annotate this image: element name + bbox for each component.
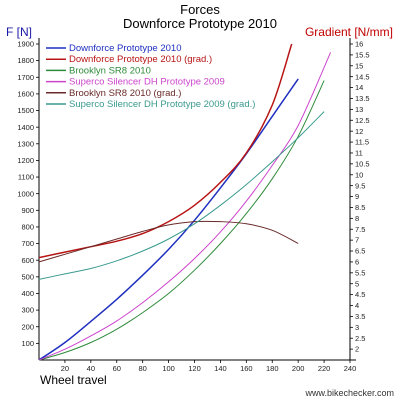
- right-tick-label: 10.5: [355, 159, 370, 168]
- left-tick-label: 1400: [17, 123, 34, 132]
- right-tick-label: 13: [355, 105, 363, 114]
- x-tick-label: 180: [266, 364, 279, 373]
- series-line-1: [38, 78, 299, 361]
- left-tick-label: 400: [21, 289, 34, 298]
- series-lines: [38, 43, 332, 361]
- right-tick-label: 11: [355, 149, 363, 158]
- right-tick-label: 5.5: [355, 268, 365, 277]
- series-line-4: [38, 52, 332, 361]
- left-tick-label: 900: [21, 206, 34, 215]
- x-tick-label: 220: [318, 364, 331, 373]
- left-tick-label: 500: [21, 272, 34, 281]
- right-tick-label: 7.5: [355, 225, 365, 234]
- x-axis-title: Wheel travel: [40, 373, 107, 387]
- left-tick-label: 1600: [17, 89, 34, 98]
- x-tick-label: 60: [113, 364, 121, 373]
- legend-label-1: Downforce Prototype 2010: [69, 43, 181, 54]
- right-tick-label: 3: [355, 323, 359, 332]
- right-tick-label: 9.5: [355, 181, 365, 190]
- right-tick-label: 12: [355, 127, 363, 136]
- right-tick-label: 8: [355, 214, 359, 223]
- left-tick-label: 700: [21, 239, 34, 248]
- left-tick-label: 1500: [17, 106, 34, 115]
- right-tick-label: 6: [355, 258, 359, 267]
- x-tick-label: 240: [344, 364, 357, 373]
- left-tick-label: 100: [21, 339, 34, 348]
- series-line-5: [38, 220, 299, 263]
- right-tick-label: 11.5: [355, 138, 369, 147]
- right-tick-label: 6.5: [355, 247, 365, 256]
- axes: 100 200 300 400 500 600 700 800 900 1000 1100 1200 1…: [17, 38, 370, 373]
- right-tick-label: 3.5: [355, 312, 365, 321]
- x-tick-label: 100: [162, 364, 175, 373]
- right-tick-label: 10: [355, 170, 363, 179]
- x-tick-label: 160: [240, 364, 253, 373]
- series-line-2: [38, 43, 293, 259]
- right-tick-label: 15: [355, 61, 363, 70]
- right-axis-title: Gradient [N/mm]: [305, 25, 393, 39]
- legend-label-3: Brooklyn SR8 2010: [69, 65, 151, 76]
- left-tick-label: 300: [21, 306, 34, 315]
- right-tick-label: 9: [355, 192, 359, 201]
- x-tick-label: 140: [214, 364, 227, 373]
- left-tick-label: 1900: [17, 40, 34, 49]
- right-tick-label: 2: [355, 345, 359, 354]
- legend-label-4: Superco Silencer DH Prototype 2009: [69, 77, 225, 88]
- right-tick-label: 14.5: [355, 72, 370, 81]
- left-axis-title: F [N]: [6, 25, 32, 39]
- right-tick-label: 14: [355, 83, 363, 92]
- right-tick-label: 2.5: [355, 334, 365, 343]
- right-tick-label: 7: [355, 236, 359, 245]
- series-line-3: [38, 80, 325, 361]
- left-tick-label: 1800: [17, 56, 34, 65]
- right-tick-label: 12.5: [355, 116, 370, 125]
- chart-subtitle: Downforce Prototype 2010: [123, 16, 277, 31]
- x-tick-label: 80: [138, 364, 146, 373]
- right-tick-label: 13.5: [355, 94, 370, 103]
- legend-label-2: Downforce Prototype 2010 (grad.): [69, 54, 212, 65]
- x-tick-label: 200: [292, 364, 305, 373]
- right-tick-label: 4: [355, 301, 359, 310]
- legend-label-6: Superco Silencer DH Prototype 2009 (grad…: [69, 99, 255, 110]
- left-tick-label: 1700: [17, 73, 34, 82]
- x-tick-label: 40: [87, 364, 95, 373]
- left-tick-label: 1100: [18, 173, 34, 182]
- left-tick-label: 800: [21, 223, 34, 232]
- legend-label-5: Brooklyn SR8 2010 (grad.): [69, 88, 181, 99]
- left-tick-label: 1200: [17, 156, 34, 165]
- watermark: www.bikechecker.com: [304, 388, 394, 398]
- left-tick-label: 1300: [17, 139, 34, 148]
- x-tick-label: 20: [61, 364, 69, 373]
- right-tick-label: 4.5: [355, 290, 365, 299]
- x-tick-label: 120: [188, 364, 201, 373]
- left-tick-label: 600: [21, 256, 34, 265]
- right-tick-label: 5: [355, 279, 359, 288]
- left-tick-label: 1000: [17, 189, 34, 198]
- right-tick-label: 8.5: [355, 203, 365, 212]
- right-tick-label: 15.5: [355, 50, 370, 59]
- left-tick-label: 200: [21, 322, 34, 331]
- series-line-6: [38, 111, 325, 280]
- right-tick-label: 16: [355, 40, 363, 49]
- chart-title: Forces: [180, 2, 220, 17]
